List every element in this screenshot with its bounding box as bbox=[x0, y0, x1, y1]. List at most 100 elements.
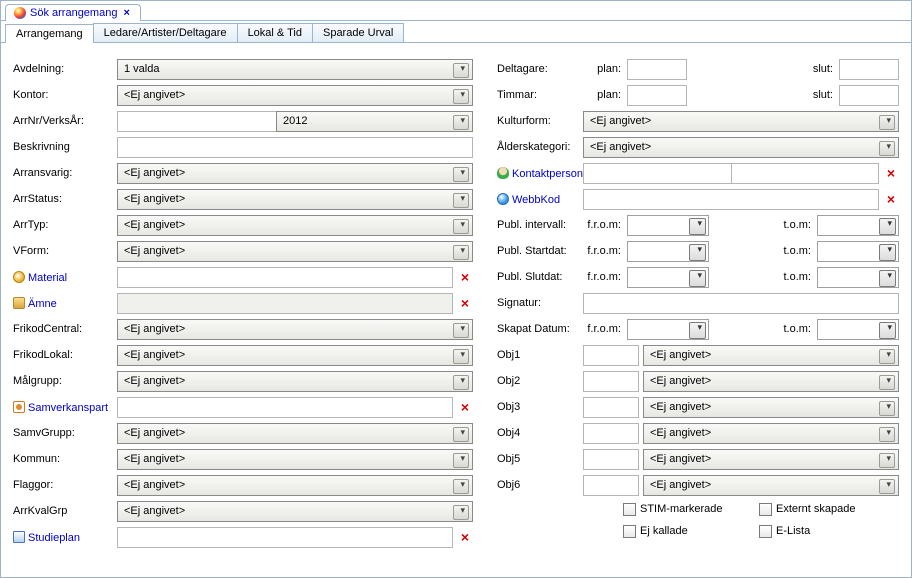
date-pubslut-from[interactable] bbox=[627, 267, 709, 288]
input-arrnr[interactable] bbox=[117, 111, 277, 132]
input-obj3[interactable] bbox=[583, 397, 639, 418]
combo-arrtyp[interactable]: <Ej angivet> bbox=[117, 215, 473, 236]
link-material[interactable]: Material bbox=[13, 271, 117, 284]
combo-kulturform[interactable]: <Ej angivet> bbox=[583, 111, 899, 132]
combo-alderskat[interactable]: <Ej angivet> bbox=[583, 137, 899, 158]
input-kontakt-2[interactable] bbox=[731, 163, 880, 184]
row-skapat: Skapat Datum: f.r.o.m: t.o.m: bbox=[497, 317, 899, 341]
input-deltagare-plan[interactable] bbox=[627, 59, 687, 80]
label-arrkval: ArrKvalGrp bbox=[13, 505, 117, 517]
combo-obj4[interactable]: <Ej angivet> bbox=[643, 423, 899, 444]
date-skapat-from[interactable] bbox=[627, 319, 709, 340]
sublabel-from2: f.r.o.m: bbox=[583, 245, 627, 257]
check-extern-label: Externt skapade bbox=[776, 503, 856, 515]
clear-kontakt-icon[interactable]: × bbox=[883, 165, 899, 181]
combo-obj3[interactable]: <Ej angivet> bbox=[643, 397, 899, 418]
date-pubslut-tom[interactable] bbox=[817, 267, 899, 288]
tabstrip: Arrangemang Ledare/Artister/Deltagare Lo… bbox=[1, 21, 911, 43]
combo-year[interactable]: 2012 bbox=[276, 111, 473, 132]
link-webbkod[interactable]: WebbKod bbox=[497, 193, 583, 206]
combo-arransvarig[interactable]: <Ej angivet> bbox=[117, 163, 473, 184]
combo-samvgrupp[interactable]: <Ej angivet> bbox=[117, 423, 473, 444]
input-obj5[interactable] bbox=[583, 449, 639, 470]
clear-studieplan-icon[interactable]: × bbox=[457, 529, 473, 545]
input-timmar-plan[interactable] bbox=[627, 85, 687, 106]
combo-arrkval[interactable]: <Ej angivet> bbox=[117, 501, 473, 522]
row-obj2: Obj2 <Ej angivet> bbox=[497, 369, 899, 393]
input-timmar-slut[interactable] bbox=[839, 85, 899, 106]
checkbox-icon bbox=[759, 525, 772, 538]
combo-kontor[interactable]: <Ej angivet> bbox=[117, 85, 473, 106]
input-samverk[interactable] bbox=[117, 397, 453, 418]
combo-obj6[interactable]: <Ej angivet> bbox=[643, 475, 899, 496]
clear-samverk-icon[interactable]: × bbox=[457, 399, 473, 415]
check-elista[interactable]: E-Lista bbox=[759, 525, 895, 538]
link-samverk[interactable]: Samverkanspart bbox=[13, 401, 117, 414]
file-tab[interactable]: Sök arrangemang × bbox=[5, 4, 141, 21]
material-icon bbox=[13, 271, 25, 283]
input-obj6[interactable] bbox=[583, 475, 639, 496]
combo-frikodc[interactable]: <Ej angivet> bbox=[117, 319, 473, 340]
combo-kommun[interactable]: <Ej angivet> bbox=[117, 449, 473, 470]
combo-obj5[interactable]: <Ej angivet> bbox=[643, 449, 899, 470]
label-amne: Ämne bbox=[28, 298, 57, 310]
file-tab-title: Sök arrangemang bbox=[30, 7, 117, 19]
sublabel-tom4: t.o.m: bbox=[777, 323, 817, 335]
row-flaggor: Flaggor: <Ej angivet> bbox=[13, 473, 473, 497]
combo-obj2[interactable]: <Ej angivet> bbox=[643, 371, 899, 392]
link-kontakt[interactable]: Kontaktperson bbox=[497, 167, 583, 180]
combo-avdelning[interactable]: 1 valda bbox=[117, 59, 473, 80]
input-obj1[interactable] bbox=[583, 345, 639, 366]
check-stim[interactable]: STIM-markerade bbox=[623, 503, 759, 516]
label-samverk: Samverkanspart bbox=[28, 402, 108, 414]
input-studieplan[interactable] bbox=[117, 527, 453, 548]
sublabel-tom2: t.o.m: bbox=[777, 245, 817, 257]
sublabel-slut2: slut: bbox=[795, 89, 839, 101]
combo-arrstatus[interactable]: <Ej angivet> bbox=[117, 189, 473, 210]
row-obj5: Obj5 <Ej angivet> bbox=[497, 447, 899, 471]
combo-obj1[interactable]: <Ej angivet> bbox=[643, 345, 899, 366]
tab-ledare[interactable]: Ledare/Artister/Deltagare bbox=[93, 23, 238, 42]
link-amne[interactable]: Ämne bbox=[13, 297, 117, 310]
combo-vform[interactable]: <Ej angivet> bbox=[117, 241, 473, 262]
tab-sparade[interactable]: Sparade Urval bbox=[312, 23, 404, 42]
input-obj4[interactable] bbox=[583, 423, 639, 444]
row-deltagare: Deltagare: plan: slut: bbox=[497, 57, 899, 81]
row-beskrivning: Beskrivning bbox=[13, 135, 473, 159]
input-beskrivning[interactable] bbox=[117, 137, 473, 158]
input-kontakt-1[interactable] bbox=[583, 163, 732, 184]
input-signatur[interactable] bbox=[583, 293, 899, 314]
date-pubstart-tom[interactable] bbox=[817, 241, 899, 262]
input-deltagare-slut[interactable] bbox=[839, 59, 899, 80]
input-obj2[interactable] bbox=[583, 371, 639, 392]
clear-amne-icon[interactable]: × bbox=[457, 295, 473, 311]
tab-lokal[interactable]: Lokal & Tid bbox=[237, 23, 313, 42]
input-webbkod[interactable] bbox=[583, 189, 879, 210]
clear-webbkod-icon[interactable]: × bbox=[883, 191, 899, 207]
kontakt-icon bbox=[497, 167, 509, 179]
date-pubint-from[interactable] bbox=[627, 215, 709, 236]
sublabel-slut: slut: bbox=[795, 63, 839, 75]
combo-flaggor[interactable]: <Ej angivet> bbox=[117, 475, 473, 496]
row-pubint: Publ. intervall: f.r.o.m: t.o.m: bbox=[497, 213, 899, 237]
row-arransvarig: Arransvarig: <Ej angivet> bbox=[13, 161, 473, 185]
date-skapat-tom[interactable] bbox=[817, 319, 899, 340]
label-webbkod: WebbKod bbox=[512, 194, 560, 206]
check-extern[interactable]: Externt skapade bbox=[759, 503, 895, 516]
close-icon[interactable]: × bbox=[121, 7, 131, 19]
tab-arrangemang[interactable]: Arrangemang bbox=[5, 24, 94, 43]
combo-frikodl[interactable]: <Ej angivet> bbox=[117, 345, 473, 366]
combo-malgrupp[interactable]: <Ej angivet> bbox=[117, 371, 473, 392]
label-obj5: Obj5 bbox=[497, 453, 583, 465]
clear-material-icon[interactable]: × bbox=[457, 269, 473, 285]
label-obj1: Obj1 bbox=[497, 349, 583, 361]
input-material[interactable] bbox=[117, 267, 453, 288]
date-pubstart-from[interactable] bbox=[627, 241, 709, 262]
label-beskrivning: Beskrivning bbox=[13, 141, 117, 153]
input-amne[interactable] bbox=[117, 293, 453, 314]
date-pubint-tom[interactable] bbox=[817, 215, 899, 236]
row-arrkval: ArrKvalGrp <Ej angivet> bbox=[13, 499, 473, 523]
link-studieplan[interactable]: Studieplan bbox=[13, 531, 117, 544]
row-samvgrupp: SamvGrupp: <Ej angivet> bbox=[13, 421, 473, 445]
check-ejkall[interactable]: Ej kallade bbox=[623, 525, 759, 538]
